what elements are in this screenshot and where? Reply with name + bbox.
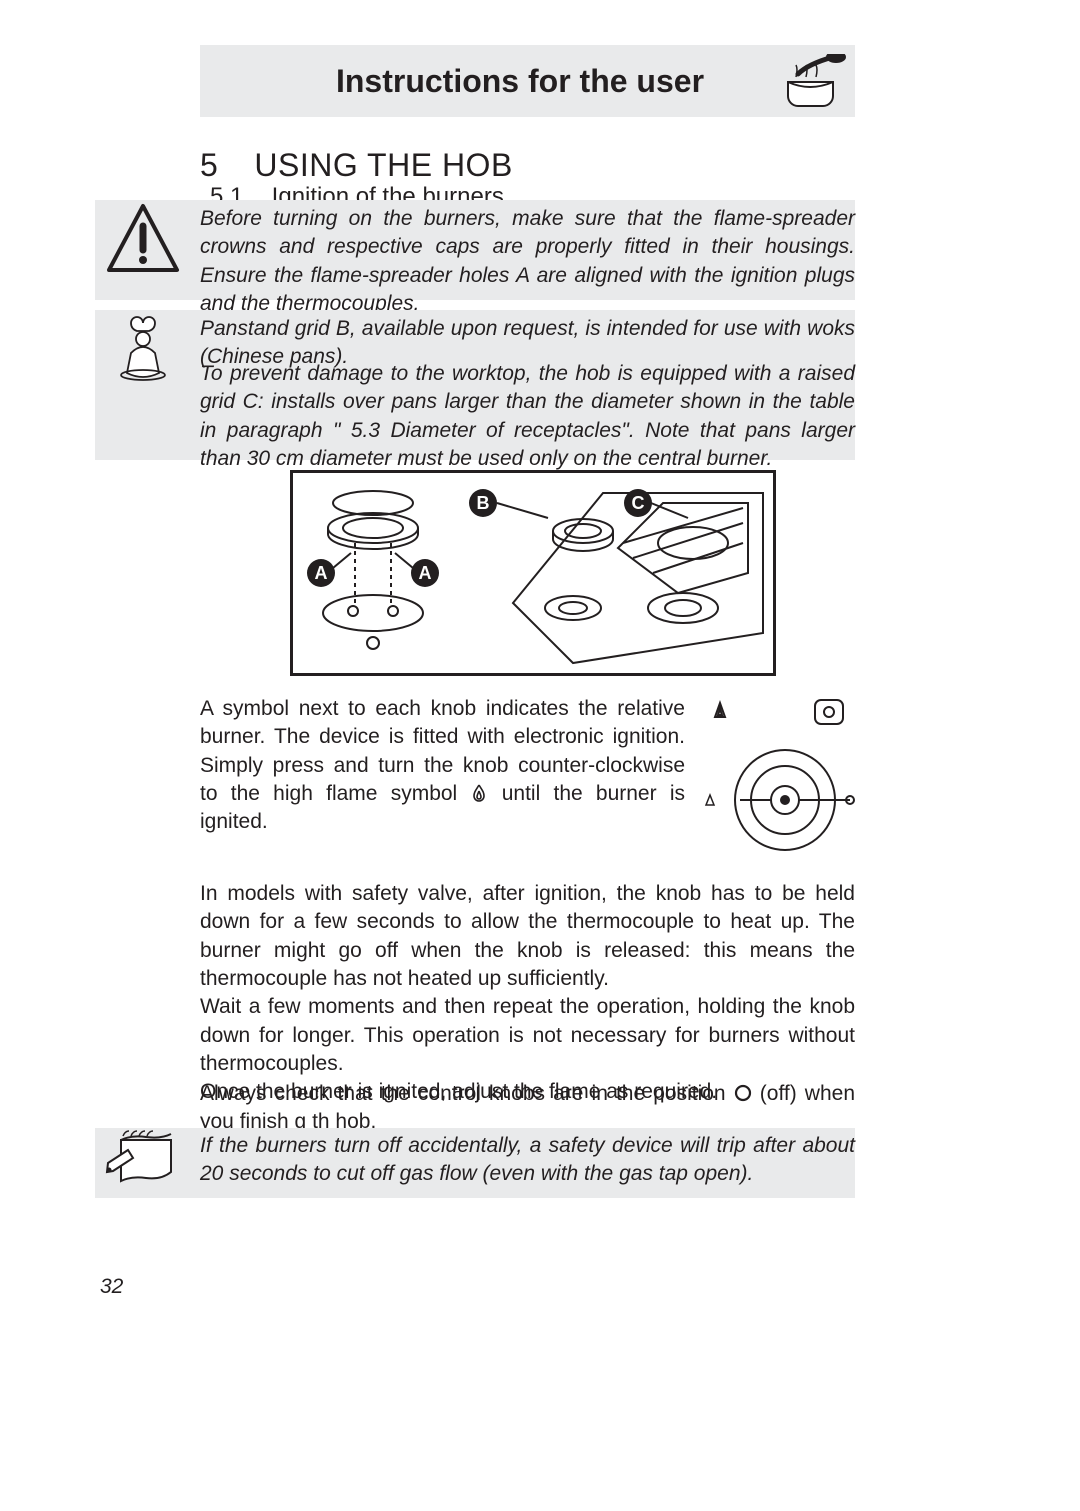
- warning-icon-box: [95, 200, 190, 295]
- header-icon-box: [770, 45, 855, 117]
- knob-paragraph: A symbol next to each knob indicates the…: [200, 695, 685, 837]
- page-number: 32: [100, 1275, 123, 1299]
- page: Instructions for the user 5 USING THE HO…: [0, 0, 1080, 1511]
- header-bar: Instructions for the user: [200, 45, 840, 117]
- warning-icon: [103, 200, 183, 280]
- notepad-icon: [103, 1128, 183, 1183]
- safety-text: In models with safety valve, after ignit…: [200, 880, 855, 1107]
- flame-icon: [470, 784, 488, 802]
- figure-label-b: B: [477, 493, 490, 513]
- pot-spoon-icon: [778, 54, 848, 109]
- warning-text: Before turning on the burners, make sure…: [200, 205, 855, 318]
- knob-icon: [690, 695, 855, 860]
- header-title: Instructions for the user: [336, 63, 704, 100]
- figure-label-a1: A: [315, 563, 328, 583]
- chef-icon: [113, 313, 173, 383]
- tip-text-2: To prevent damage to the worktop, the ho…: [200, 360, 855, 473]
- section-title: USING THE HOB: [254, 147, 512, 183]
- chef-icon-box: [95, 313, 190, 383]
- off-circle-icon: [734, 1084, 752, 1102]
- burner-diagram-icon: A A B C: [293, 473, 773, 673]
- section-number: 5: [200, 147, 245, 184]
- burner-figure: A A B C: [290, 470, 776, 676]
- note-text: If the burners turn off accidentally, a …: [200, 1132, 855, 1189]
- note-icon-box: [95, 1128, 190, 1183]
- section-heading: 5 USING THE HOB: [200, 147, 513, 184]
- knob-diagram: [690, 695, 855, 860]
- figure-label-a2: A: [419, 563, 432, 583]
- figure-label-c: C: [632, 493, 645, 513]
- off-text-1: Always check that the control knobs are …: [200, 1082, 734, 1105]
